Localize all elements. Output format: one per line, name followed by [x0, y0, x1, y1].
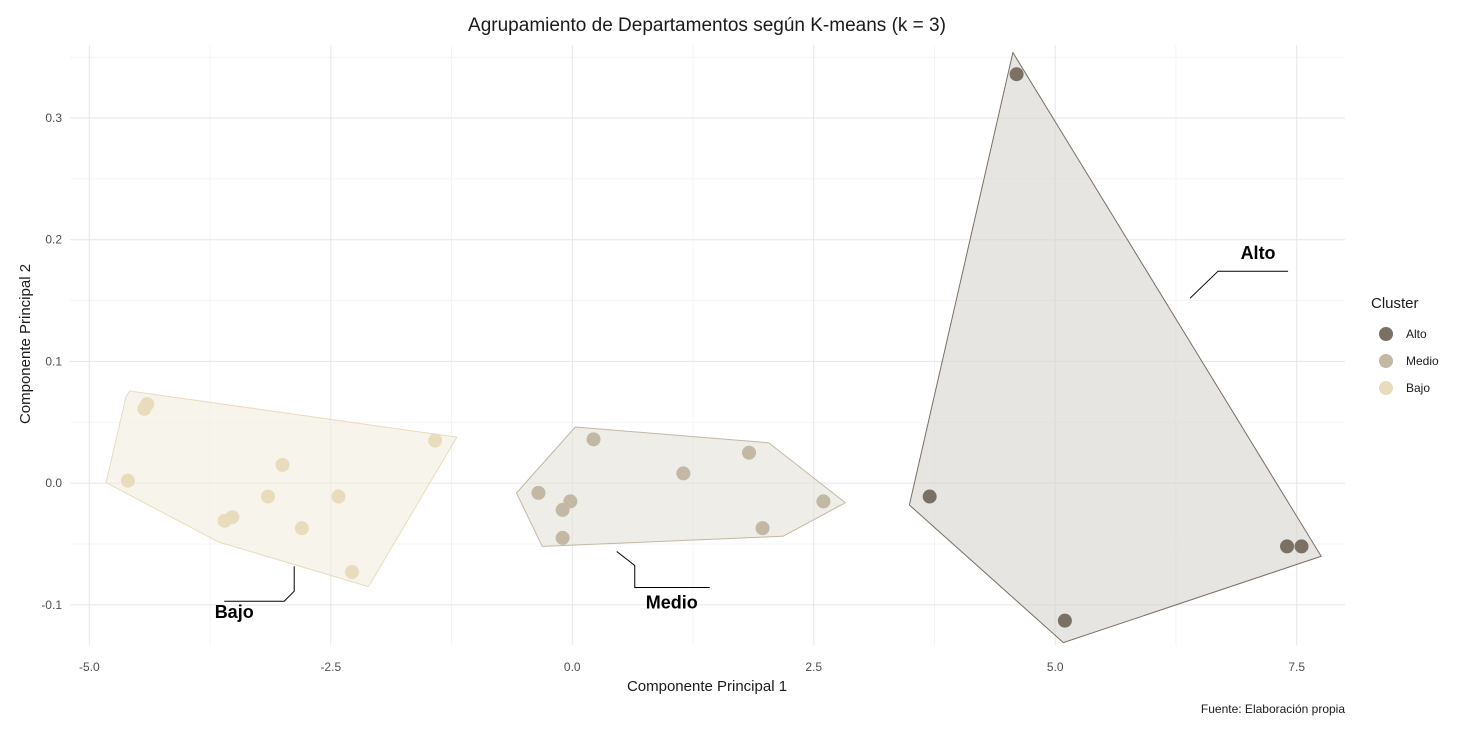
data-point-bajo [345, 564, 360, 579]
data-point-alto [1280, 539, 1295, 554]
data-point-bajo [294, 521, 309, 536]
data-point-medio [755, 521, 770, 536]
axis-ticks: -5.0 -2.5 0.0 2.5 5.0 7.5 -0.1 0.0 0.1 0.2 0.3 [41, 111, 1305, 674]
data-point-bajo [428, 433, 443, 448]
legend-label-medio: Medio [1406, 354, 1439, 368]
x-axis-title: Componente Principal 1 [627, 678, 787, 695]
x-tick-label: 5.0 [1047, 660, 1064, 674]
y-tick-label: 0.2 [45, 233, 62, 247]
data-points [120, 67, 1309, 628]
annotation-label-alto: Alto [1241, 243, 1276, 263]
chart-caption: Fuente: Elaboración propia [1201, 702, 1345, 716]
data-point-medio [531, 485, 546, 500]
x-tick-label: -5.0 [79, 660, 100, 674]
data-point-bajo [261, 489, 276, 504]
cluster-hull-bajo [105, 390, 458, 588]
data-point-medio [555, 530, 570, 545]
legend-label-bajo: Bajo [1406, 381, 1430, 395]
data-point-alto [1009, 67, 1024, 82]
annotation-leader-alto [1189, 270, 1289, 299]
y-tick-label: 0.3 [45, 111, 62, 125]
cluster-annotations: Bajo Medio Alto [215, 243, 1289, 622]
y-tick-label: -0.1 [41, 598, 62, 612]
data-point-alto [1294, 539, 1309, 554]
data-point-bajo [331, 489, 346, 504]
annotation-leader-bajo [224, 566, 295, 602]
data-point-medio [586, 432, 601, 447]
data-point-medio [816, 494, 831, 509]
y-tick-label: 0.1 [45, 354, 62, 368]
y-tick-label: 0.0 [45, 476, 62, 490]
x-tick-label: 7.5 [1288, 660, 1305, 674]
data-point-medio [742, 445, 757, 460]
annotation-label-bajo: Bajo [215, 602, 254, 622]
cluster-hulls [105, 52, 1322, 644]
legend: Cluster Alto Medio Bajo [1371, 295, 1439, 395]
legend-swatch-medio [1379, 354, 1393, 368]
data-point-bajo [275, 457, 290, 472]
annotation-label-medio: Medio [646, 592, 698, 612]
x-tick-label: -2.5 [320, 660, 341, 674]
data-point-medio [676, 466, 691, 481]
data-point-bajo [120, 473, 135, 488]
legend-swatch-bajo [1379, 381, 1393, 395]
annotation-leader-medio [616, 551, 710, 588]
cluster-hull-alto [908, 52, 1322, 644]
data-point-alto [922, 489, 937, 504]
x-tick-label: 2.5 [805, 660, 822, 674]
legend-label-alto: Alto [1406, 327, 1427, 341]
data-point-medio [555, 502, 570, 517]
data-point-alto [1057, 613, 1072, 628]
legend-swatch-alto [1379, 327, 1393, 341]
chart-title: Agrupamiento de Departamentos según K-me… [468, 15, 946, 36]
data-point-bajo [217, 513, 232, 528]
legend-title: Cluster [1371, 295, 1419, 312]
y-axis-title: Componente Principal 2 [17, 264, 34, 424]
data-point-bajo [137, 401, 152, 416]
cluster-hull-medio [515, 426, 846, 547]
x-tick-label: 0.0 [564, 660, 581, 674]
